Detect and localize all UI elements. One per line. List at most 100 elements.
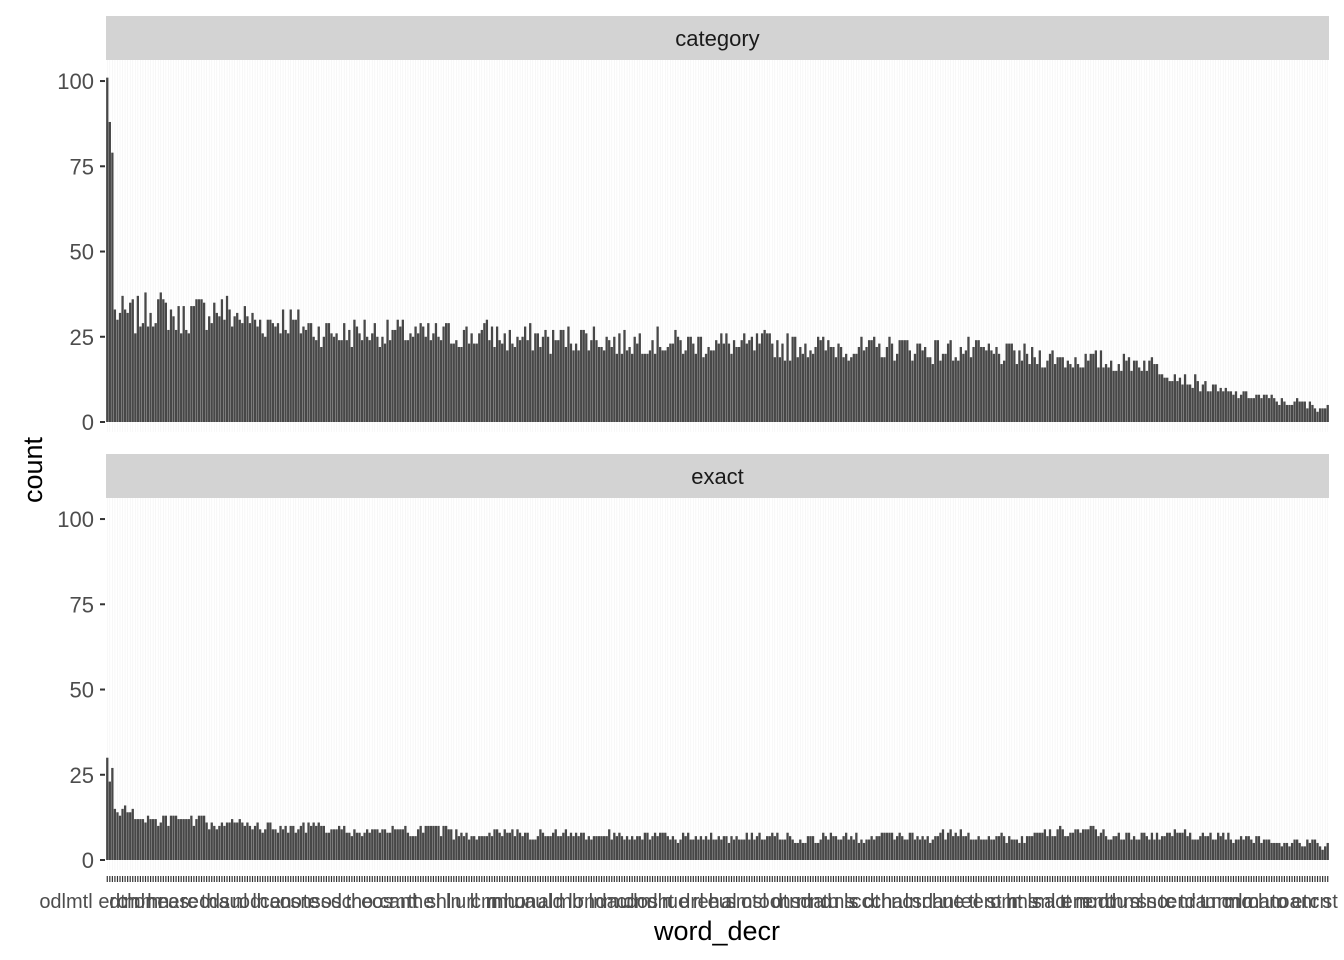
bar <box>926 357 929 422</box>
x-tick-label: sm <box>726 891 753 913</box>
bar <box>641 839 644 860</box>
x-tick-label: st <box>986 891 1002 913</box>
bar <box>1260 842 1263 860</box>
bar <box>592 836 596 860</box>
bar <box>1296 398 1299 422</box>
bar <box>1211 839 1215 860</box>
bar <box>799 839 802 860</box>
bar <box>934 836 937 860</box>
bar <box>169 309 173 422</box>
bar <box>256 822 259 860</box>
bar <box>781 839 784 860</box>
x-tick-label: tu <box>823 891 840 913</box>
bar <box>424 825 427 860</box>
bar <box>1015 364 1019 422</box>
bar <box>1018 842 1021 860</box>
bar <box>760 839 764 860</box>
bar <box>332 336 336 422</box>
bar <box>873 336 876 422</box>
bar <box>253 825 257 860</box>
bar <box>564 346 568 422</box>
bar <box>360 836 364 860</box>
bar <box>442 326 445 422</box>
bar <box>157 825 160 860</box>
bar <box>261 333 264 422</box>
bar <box>788 360 792 422</box>
bar <box>353 829 356 860</box>
bar <box>144 292 147 422</box>
bar <box>1191 387 1194 422</box>
x-tick-label: rt <box>662 891 675 913</box>
bar <box>936 836 940 860</box>
bar <box>213 825 216 860</box>
bar <box>885 832 889 860</box>
y-tick-label: 25 <box>70 763 94 788</box>
bar <box>388 832 392 860</box>
bar <box>916 836 919 860</box>
bar <box>1296 839 1299 860</box>
bar <box>1273 398 1276 422</box>
y-axis-title: count <box>18 436 48 503</box>
bar <box>1306 408 1309 422</box>
x-tick-label: mh <box>124 891 152 913</box>
bar <box>929 357 932 422</box>
x-tick-label: ln <box>252 891 268 913</box>
x-tick-label: lm <box>1238 891 1259 913</box>
bar <box>796 357 799 422</box>
bar <box>717 343 720 422</box>
bar <box>873 839 876 860</box>
bar <box>1324 408 1327 422</box>
bar <box>228 309 231 422</box>
bar <box>376 336 379 422</box>
bar <box>1089 353 1092 422</box>
bar <box>1130 370 1133 422</box>
bar <box>646 832 649 860</box>
bar <box>1120 370 1123 422</box>
bar <box>327 832 331 860</box>
bar <box>1000 832 1003 860</box>
bar <box>1084 829 1087 860</box>
bar <box>656 326 659 422</box>
bar <box>541 832 545 860</box>
bar <box>1222 391 1225 422</box>
bar <box>651 340 654 422</box>
bar <box>964 350 968 422</box>
bar <box>577 350 580 422</box>
bar <box>536 333 540 422</box>
bar <box>847 839 850 860</box>
x-tick-label: du <box>1105 891 1127 913</box>
y-tick-label: 50 <box>70 240 94 265</box>
bar <box>315 825 318 860</box>
bars-category <box>106 77 1329 423</box>
bar <box>722 343 726 422</box>
bar <box>829 346 833 422</box>
x-tick-label: oo <box>759 891 781 913</box>
bar <box>483 323 486 422</box>
bar <box>371 333 374 422</box>
bar <box>967 336 970 422</box>
bar <box>1308 842 1312 860</box>
bar <box>1273 842 1276 860</box>
bar <box>786 832 789 860</box>
bar <box>534 839 537 860</box>
x-tick-label: he <box>412 891 434 913</box>
bar <box>608 340 611 422</box>
bar <box>1117 364 1120 422</box>
y-tick-label: 100 <box>57 69 94 94</box>
bar <box>628 346 631 422</box>
bar <box>129 812 132 860</box>
bar <box>916 343 919 422</box>
bar <box>312 822 315 860</box>
bar <box>465 326 468 422</box>
x-tick-label: ee <box>157 891 179 913</box>
bar <box>493 829 496 860</box>
bar <box>1242 391 1245 422</box>
bar <box>529 839 532 860</box>
bar <box>518 340 522 422</box>
bar <box>880 832 883 860</box>
bar <box>197 299 201 422</box>
bar <box>1138 367 1141 422</box>
bar <box>638 836 641 860</box>
bar <box>997 353 1001 422</box>
bar <box>819 839 822 860</box>
